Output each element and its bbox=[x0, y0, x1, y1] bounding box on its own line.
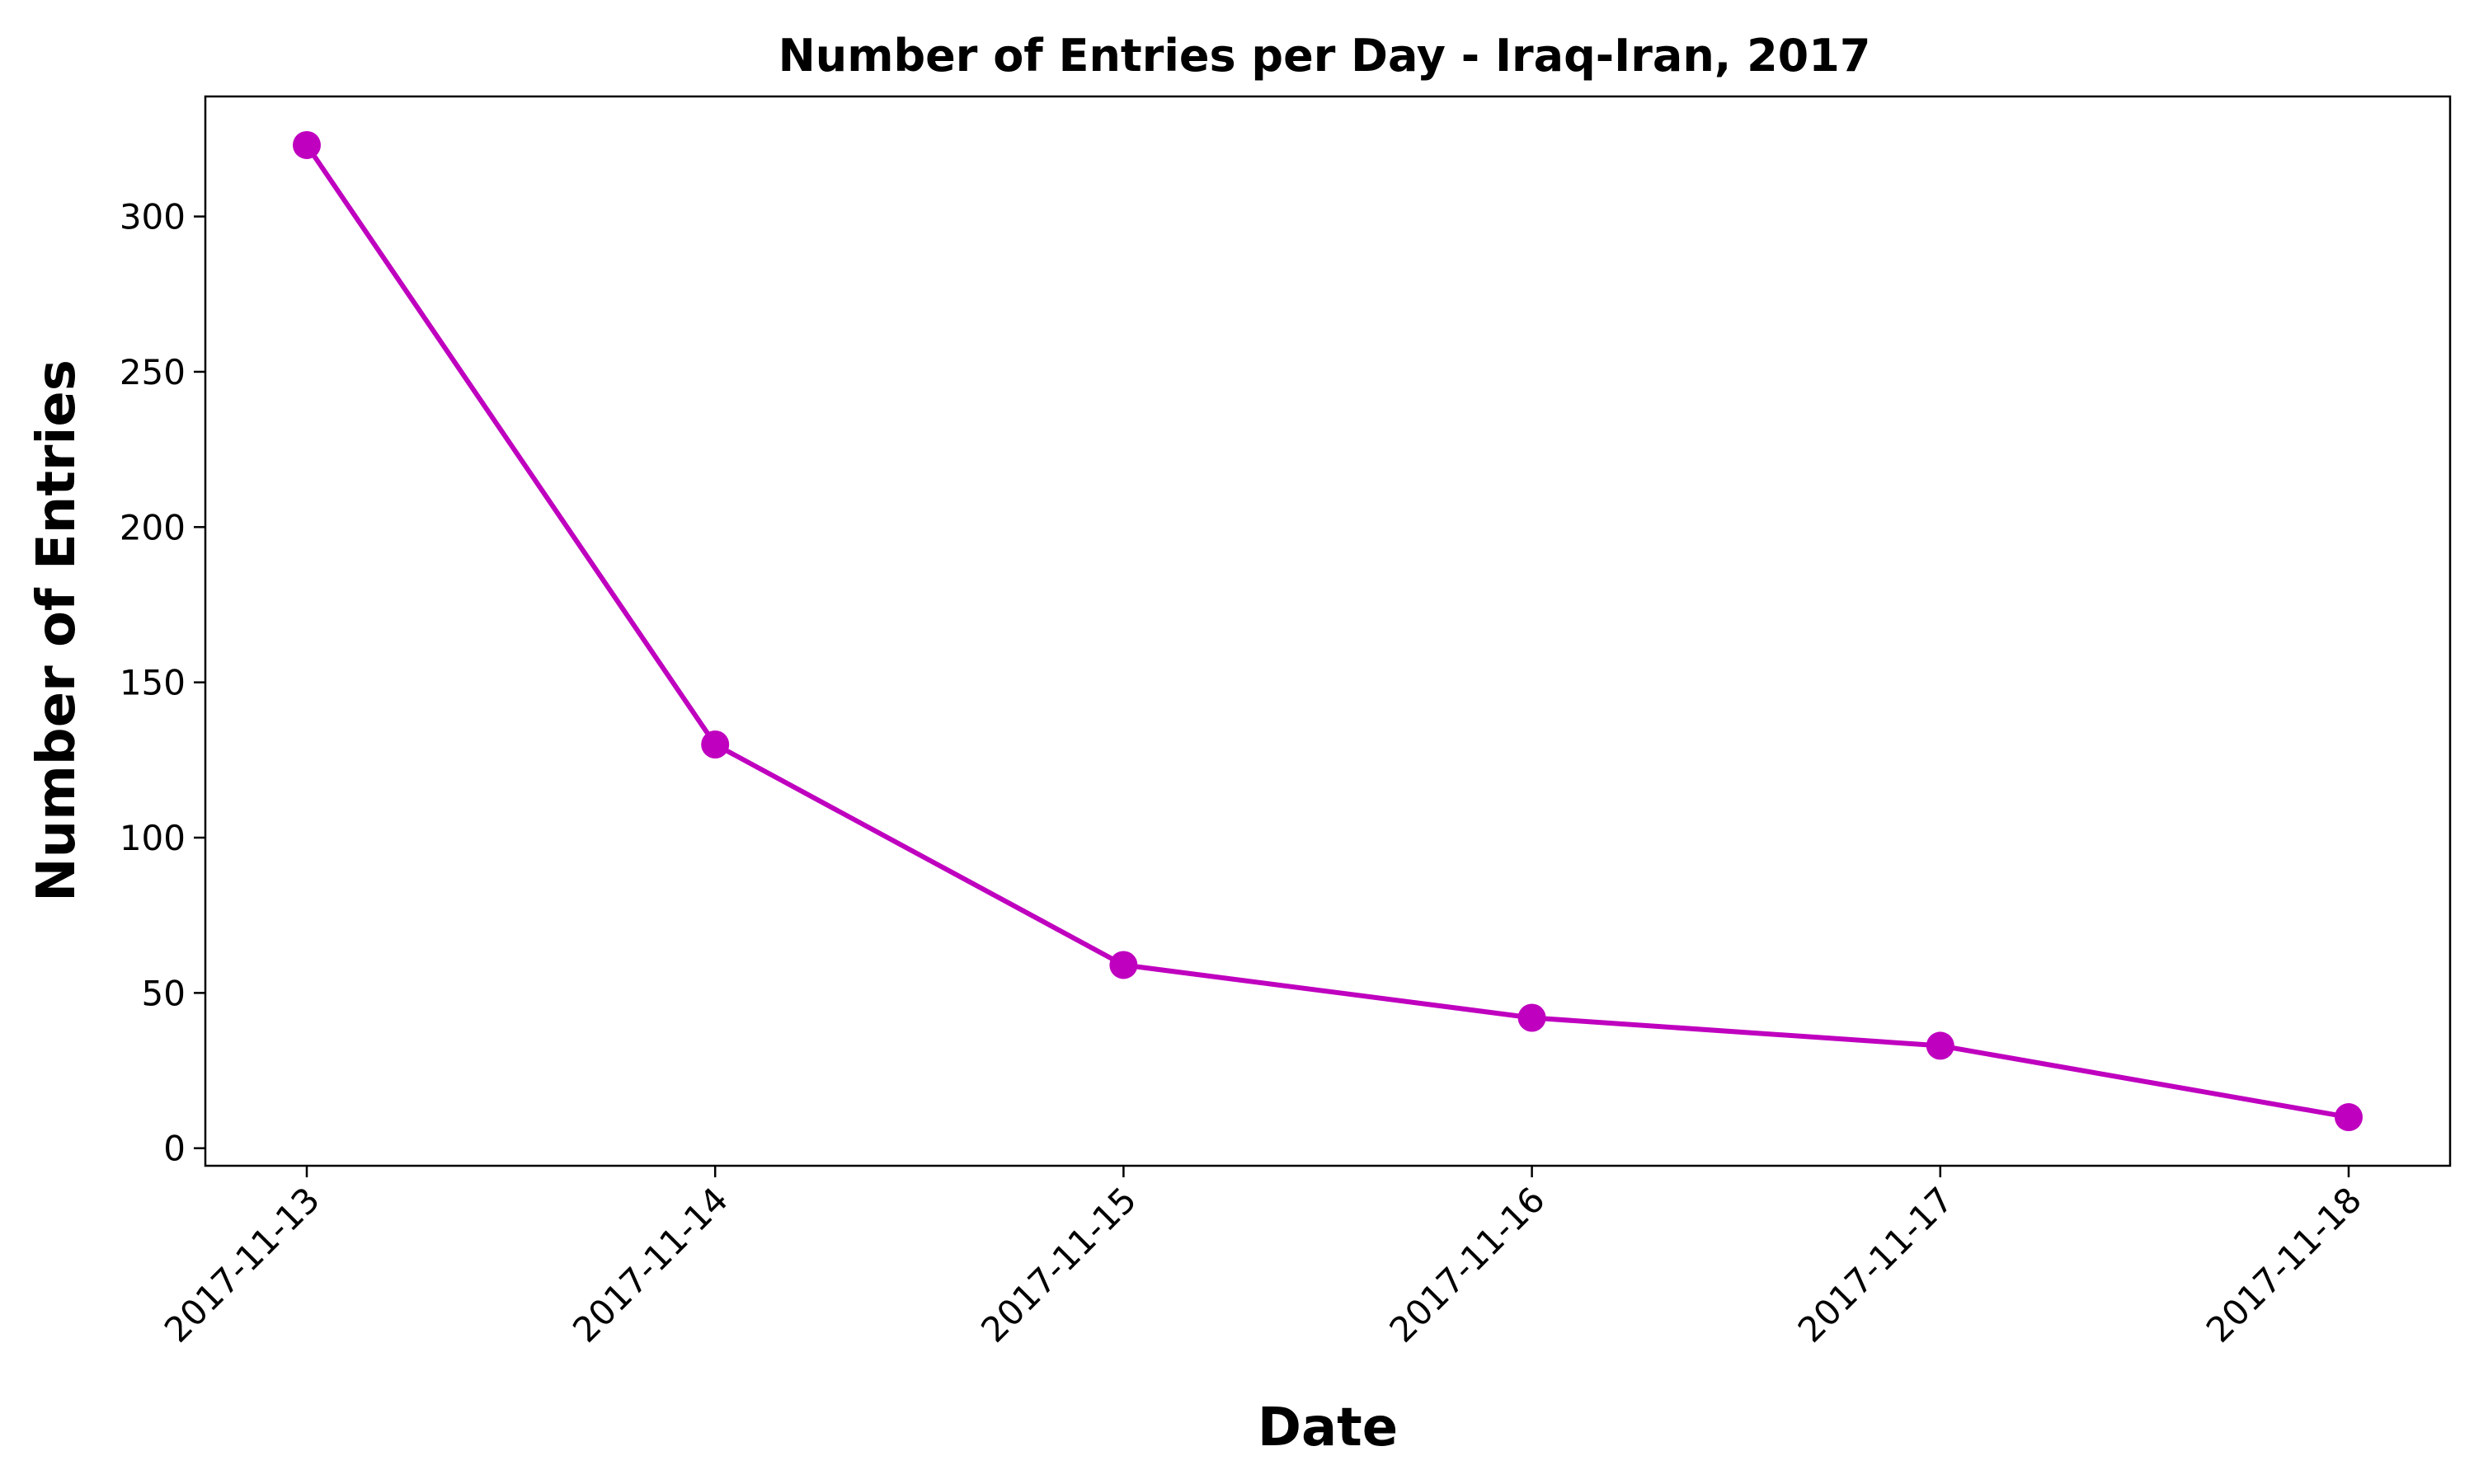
y-tick-label: 200 bbox=[120, 507, 186, 547]
chart-title: Number of Entries per Day - Iraq-Iran, 2… bbox=[778, 30, 1871, 82]
y-tick-label: 250 bbox=[120, 352, 186, 392]
y-tick-label: 300 bbox=[120, 197, 186, 237]
y-tick-label: 50 bbox=[142, 973, 186, 1013]
y-tick-label: 100 bbox=[120, 818, 186, 858]
y-tick-label: 0 bbox=[163, 1129, 186, 1169]
y-axis-label: Number of Entries bbox=[26, 359, 87, 902]
x-axis-label: Date bbox=[1258, 1397, 1398, 1458]
data-point bbox=[293, 130, 321, 159]
data-point bbox=[1926, 1031, 1954, 1060]
y-axis-ticks: 0 50 100 150 200 250 300 bbox=[120, 197, 205, 1169]
data-point bbox=[1517, 1003, 1546, 1032]
plot-frame bbox=[204, 95, 2452, 1167]
series-layer bbox=[293, 130, 2363, 1132]
data-point bbox=[1109, 951, 1138, 979]
y-tick-label: 150 bbox=[120, 663, 186, 703]
series-line bbox=[304, 142, 2351, 1120]
data-point bbox=[2335, 1103, 2363, 1132]
data-point bbox=[701, 730, 730, 758]
